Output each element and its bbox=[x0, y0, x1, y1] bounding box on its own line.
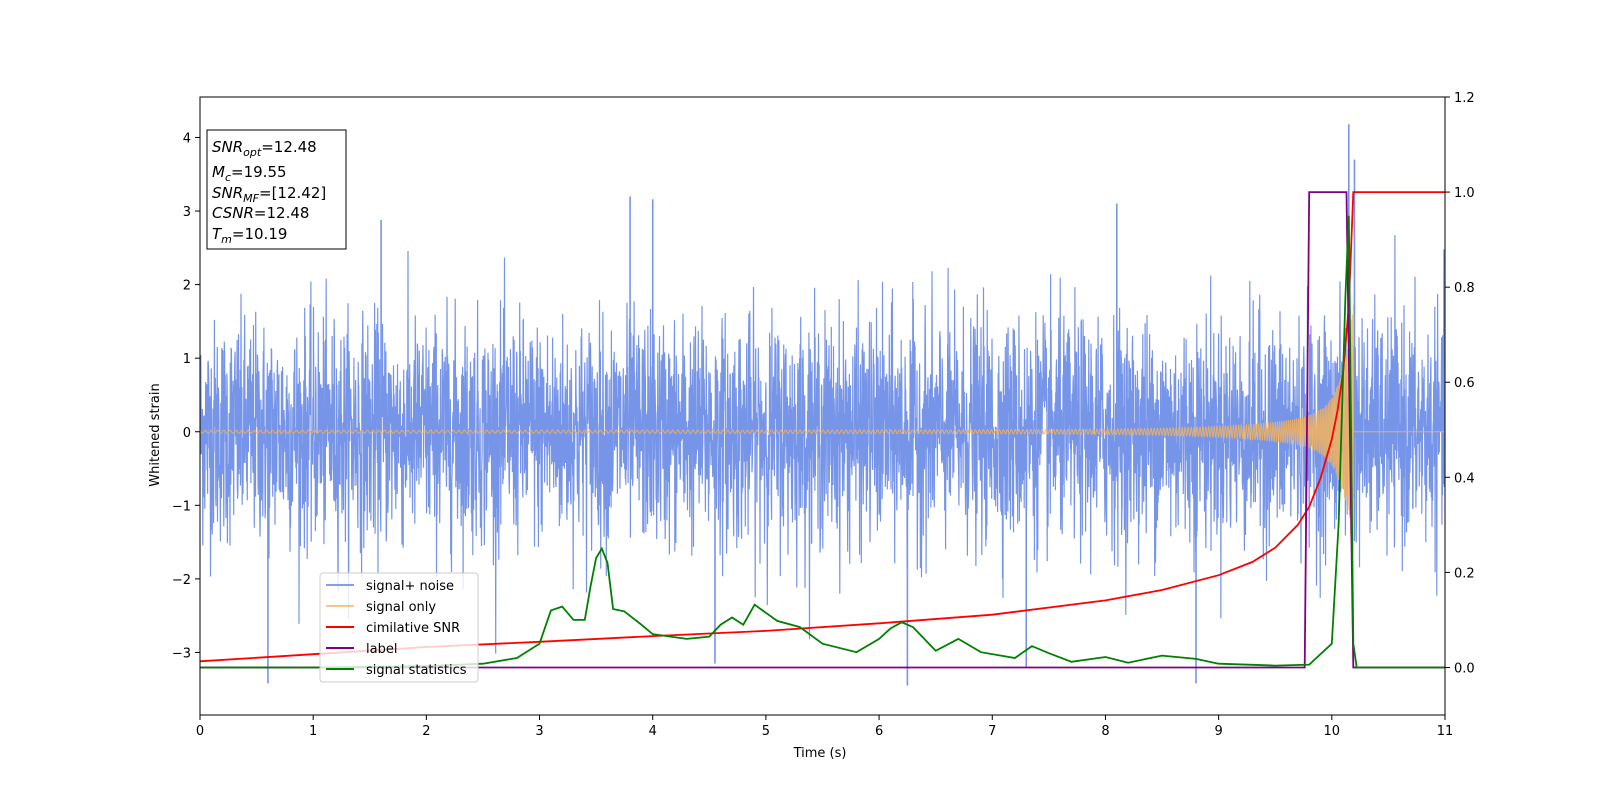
x-tick-label: 1 bbox=[309, 724, 317, 739]
x-tick-label: 8 bbox=[1101, 724, 1109, 739]
x-tick-label: 0 bbox=[196, 724, 204, 739]
x-tick-label: 4 bbox=[649, 724, 657, 739]
x-axis-label: Time (s) bbox=[793, 746, 847, 761]
x-tick-label: 7 bbox=[988, 724, 996, 739]
plot-area bbox=[200, 124, 1445, 686]
series-signal-only bbox=[200, 304, 1445, 552]
x-tick-label: 10 bbox=[1324, 724, 1341, 739]
legend-label: signal+ noise bbox=[366, 579, 454, 594]
y-tick-label-left: 1 bbox=[183, 352, 191, 367]
x-tick-label: 3 bbox=[535, 724, 543, 739]
y-tick-label-left: 2 bbox=[183, 279, 191, 294]
legend-label: label bbox=[366, 642, 397, 657]
x-tick-label: 9 bbox=[1214, 724, 1222, 739]
series-signal-noise bbox=[200, 235, 1445, 654]
y-axis-label: Whitened strain bbox=[148, 383, 163, 486]
y-tick-label-right: 1.0 bbox=[1454, 186, 1475, 201]
series-signal-statistics bbox=[200, 215, 1445, 669]
x-tick-label: 5 bbox=[762, 724, 770, 739]
y-tick-label-left: −1 bbox=[172, 499, 191, 514]
y-tick-label-left: −2 bbox=[172, 573, 191, 588]
x-tick-label: 11 bbox=[1437, 724, 1454, 739]
y-tick-label-left: 4 bbox=[183, 131, 191, 146]
info-line: CSNR=12.48 bbox=[212, 204, 309, 222]
y-tick-label-right: 1.2 bbox=[1454, 91, 1475, 106]
y-tick-label-right: 0.2 bbox=[1454, 566, 1475, 581]
y-tick-label-right: 0.0 bbox=[1454, 661, 1475, 676]
info-line: Mc=19.55 bbox=[212, 163, 287, 184]
y-tick-label-right: 0.4 bbox=[1454, 471, 1475, 486]
info-line: Tm=10.19 bbox=[212, 225, 287, 246]
legend-label: signal statistics bbox=[366, 663, 467, 678]
y-tick-label-left: 0 bbox=[183, 426, 191, 441]
y-tick-label-right: 0.8 bbox=[1454, 281, 1475, 296]
legend-label: signal only bbox=[366, 600, 436, 615]
legend-label: cimilative SNR bbox=[366, 621, 460, 636]
y-tick-label-left: 3 bbox=[183, 205, 191, 220]
x-tick-label: 2 bbox=[422, 724, 430, 739]
legend: signal+ noise signal only cimilative SNR la… bbox=[319, 572, 479, 683]
info-box-frame bbox=[206, 129, 347, 250]
series-cimilative-snr bbox=[200, 191, 1445, 663]
legend-frame bbox=[319, 572, 479, 683]
y-tick-label-left: −3 bbox=[172, 646, 191, 661]
plot-frame bbox=[199, 96, 1446, 716]
axes: 0 1 2 3 4 5 6 7 8 9 10 11 −3 −2 −1 0 1 2 3 4 0.0 0.2 0.4 0.6 0.8… bbox=[172, 91, 1475, 739]
info-line: SNRopt=12.48 bbox=[212, 138, 317, 159]
info-line: SNRMF=[12.42] bbox=[212, 184, 326, 205]
x-tick-label: 6 bbox=[875, 724, 883, 739]
y-tick-label-right: 0.6 bbox=[1454, 376, 1475, 391]
info-box: SNRopt=12.48 Mc=19.55SNRMF=[12.42]CSNR=12… bbox=[206, 129, 347, 250]
